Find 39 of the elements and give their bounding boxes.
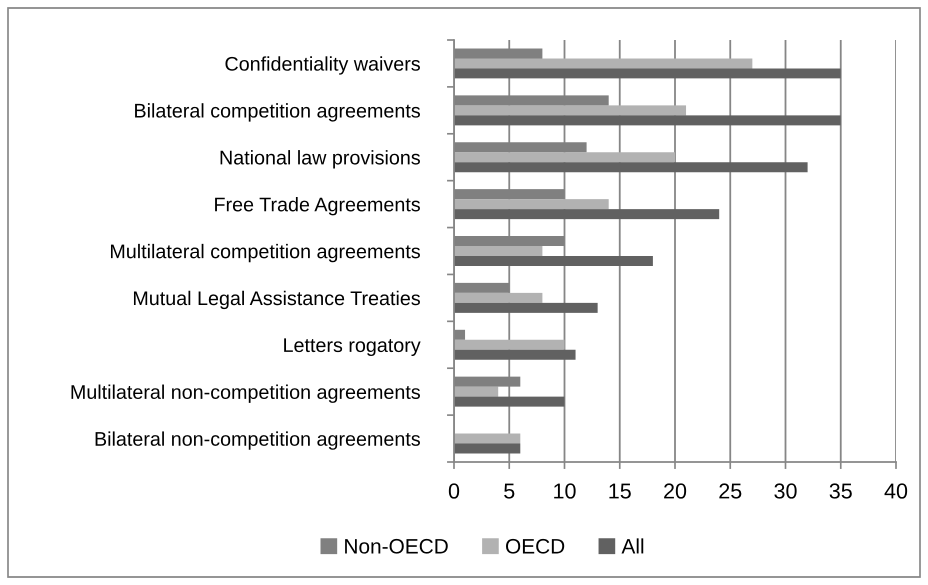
legend-label: OECD [506,538,564,554]
x-tick-label: 40 [884,483,908,499]
bar [454,434,520,444]
bar [454,350,576,360]
bar [454,302,598,313]
bar [454,256,653,266]
bar [454,105,686,116]
bar [454,209,720,220]
y-tick-label: Bilateral non-competition agreements [96,431,420,450]
y-tick-label: Bilateral competition agreements [135,103,420,122]
x-tick-label: 35 [830,483,852,499]
bar [454,68,841,78]
x-tick-label: 0 [448,483,460,499]
bar [454,199,609,210]
y-tick-label: Multilateral non-competition agreements [72,384,420,403]
y-tick-label: Mutual Legal Assistance Treaties [134,290,420,310]
bar [454,246,542,256]
y-tick-label: Confidentiality waivers [225,56,420,75]
legend-label: All [622,538,644,554]
x-tick-label: 15 [609,484,631,499]
bar [454,444,520,454]
y-tick-label: National law provisions [220,150,420,168]
x-tick-label: 20 [664,483,686,499]
bar [454,152,675,162]
y-tick-label: Multilateral competition agreements [110,244,420,262]
bar [454,396,564,407]
bar [454,162,808,172]
bar [454,115,841,126]
x-tick-label: 30 [774,483,797,499]
x-tick-label: 10 [554,483,576,499]
legend-label: Non-OECD [345,538,448,554]
bar [454,340,564,350]
y-tick-label: Free Trade Agreements [215,196,420,216]
bar [454,58,752,68]
x-tick-label: 5 [504,484,514,499]
y-tick-label: Letters rogatory [284,338,421,356]
bar [454,386,498,397]
bar [454,292,542,303]
x-tick-label: 25 [719,483,742,499]
